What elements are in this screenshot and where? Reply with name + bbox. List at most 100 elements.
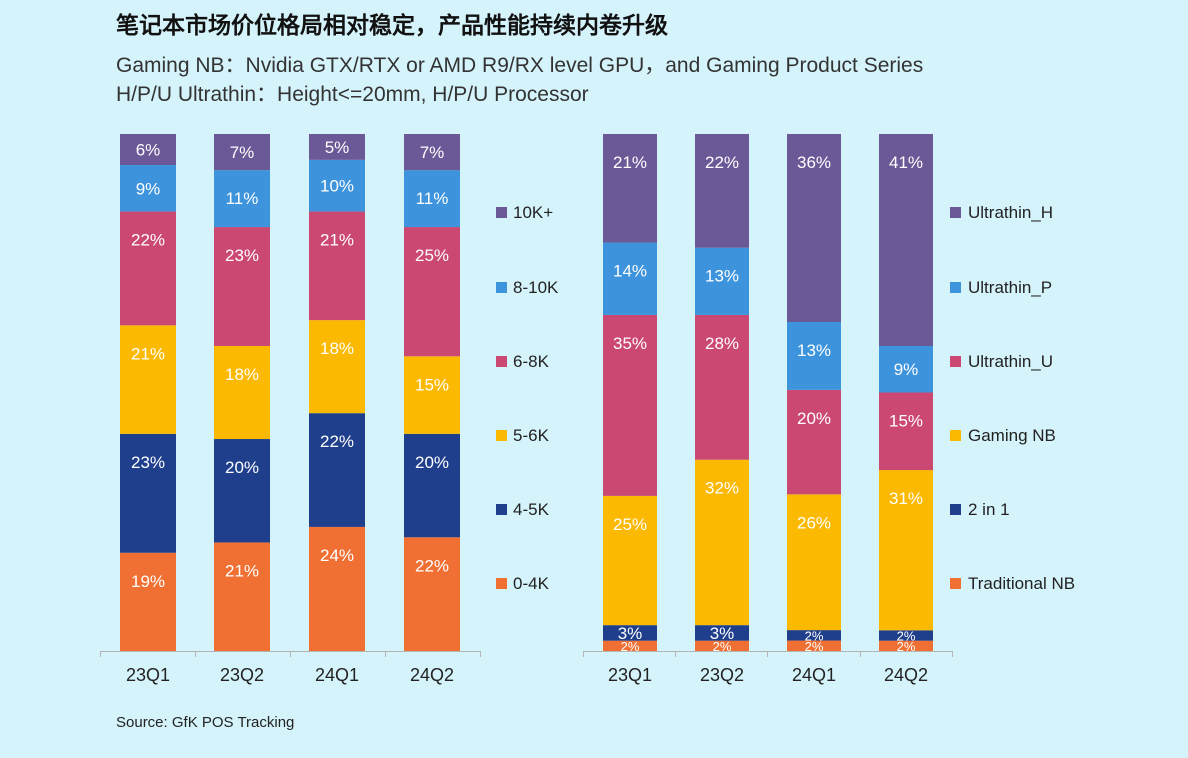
left-bar-23Q1-0-4k	[120, 552, 176, 651]
left-bar-24Q1-10k+	[309, 134, 365, 160]
right-bar-24Q2-ultrathin_u	[879, 392, 933, 471]
left-x-tick-label: 23Q2	[220, 665, 264, 685]
page-title: 笔记本市场价位格局相对稳定，产品性能持续内卷升级	[116, 13, 668, 39]
left-bar-24Q2-4-5k	[404, 433, 460, 538]
right-data-label: 14%	[613, 262, 647, 281]
right-data-label: 15%	[889, 412, 923, 431]
left-bar-24Q1-0-4k	[309, 526, 365, 651]
right-bar-23Q2-ultrathin_p	[695, 247, 749, 315]
left-legend-swatch	[496, 282, 507, 293]
right-data-label: 36%	[797, 153, 831, 172]
left-bar-24Q1-8-10k	[309, 159, 365, 212]
right-bar-24Q2-ultrathin_p	[879, 345, 933, 393]
right-data-label: 20%	[797, 409, 831, 428]
right-bar-24Q1-gaming-nb	[787, 494, 841, 631]
left-bar-23Q1-8-10k	[120, 165, 176, 212]
right-data-label: 3%	[710, 624, 735, 643]
right-data-label: 2%	[805, 639, 824, 654]
right-data-label: 41%	[889, 153, 923, 172]
right-bar-23Q1-ultrathin_p	[603, 242, 657, 315]
right-data-label: 28%	[705, 334, 739, 353]
left-legend-swatch	[496, 504, 507, 515]
left-legend-swatch	[496, 430, 507, 441]
left-x-tick-label: 24Q2	[410, 665, 454, 685]
left-bar-23Q1-4-5k	[120, 433, 176, 553]
right-data-label: 26%	[797, 513, 831, 532]
right-x-tick-label: 24Q2	[884, 665, 928, 685]
left-data-label: 21%	[320, 231, 354, 250]
left-bar-24Q2-6-8k	[404, 227, 460, 357]
right-bar-23Q2-gaming-nb	[695, 459, 749, 626]
left-data-label: 22%	[131, 231, 165, 250]
right-bar-24Q2-2-in-1	[879, 630, 933, 641]
right-data-label: 32%	[705, 479, 739, 498]
left-data-label: 22%	[320, 432, 354, 451]
subtitle-ultrathin-definition: H/P/U Ultrathin：Height<=20mm, H/P/U Proc…	[116, 83, 589, 106]
left-bar-24Q2-8-10k	[404, 170, 460, 228]
right-legend-label: Ultrathin_H	[968, 203, 1053, 222]
left-bar-24Q1-6-8k	[309, 211, 365, 321]
left-data-label: 24%	[320, 546, 354, 565]
right-x-tick-label: 24Q1	[792, 665, 836, 685]
left-data-label: 11%	[226, 189, 259, 208]
right-data-label: 2%	[805, 628, 824, 643]
left-legend-label: 4-5K	[513, 500, 550, 519]
right-legend-swatch	[950, 282, 961, 293]
left-bar-23Q1-5-6k	[120, 325, 176, 434]
left-bar-23Q2-6-8k	[214, 227, 270, 346]
right-data-label: 13%	[705, 267, 739, 286]
left-data-label: 20%	[225, 458, 259, 477]
left-bar-23Q1-10k+	[120, 134, 176, 166]
right-bar-24Q2-ultrathin_h	[879, 134, 933, 346]
left-legend-label: 10K+	[513, 203, 553, 222]
right-bar-24Q1-traditional-nb	[787, 640, 841, 651]
right-data-label: 2%	[621, 639, 640, 654]
left-legend-label: 5-6K	[513, 426, 550, 445]
left-legend-swatch	[496, 356, 507, 367]
left-bar-24Q2-5-6k	[404, 356, 460, 434]
right-bar-23Q1-2-in-1	[603, 625, 657, 641]
left-legend-swatch	[496, 207, 507, 218]
left-data-label: 9%	[136, 179, 161, 198]
right-data-label: 2%	[897, 639, 916, 654]
left-x-tick-label: 23Q1	[126, 665, 170, 685]
left-data-label: 23%	[131, 453, 165, 472]
left-data-label: 11%	[416, 189, 449, 208]
left-bar-24Q2-10k+	[404, 134, 460, 171]
right-bar-23Q1-ultrathin_h	[603, 134, 657, 243]
right-x-tick-label: 23Q1	[608, 665, 652, 685]
left-legend-swatch	[496, 578, 507, 589]
left-data-label: 18%	[225, 365, 259, 384]
left-legend-label: 8-10K	[513, 278, 559, 297]
right-legend-label: Ultrathin_U	[968, 352, 1053, 371]
left-bar-23Q2-10k+	[214, 134, 270, 171]
right-bar-24Q1-ultrathin_u	[787, 389, 841, 495]
right-legend-swatch	[950, 504, 961, 515]
right-bar-23Q1-traditional-nb	[603, 640, 657, 651]
right-bar-23Q1-gaming-nb	[603, 495, 657, 626]
right-x-tick-label: 23Q2	[700, 665, 744, 685]
left-data-label: 21%	[131, 344, 165, 363]
left-data-label: 5%	[325, 138, 350, 157]
right-bar-24Q1-ultrathin_p	[787, 322, 841, 390]
right-bar-24Q1-ultrathin_h	[787, 134, 841, 322]
source-note: Source: GfK POS Tracking	[116, 714, 295, 731]
right-bar-23Q2-ultrathin_h	[695, 134, 749, 248]
right-legend-swatch	[950, 430, 961, 441]
left-data-label: 10%	[320, 177, 354, 196]
left-bar-23Q2-8-10k	[214, 170, 270, 228]
right-data-label: 35%	[613, 334, 647, 353]
left-data-label: 6%	[136, 141, 161, 160]
left-legend-label: 6-8K	[513, 352, 550, 371]
subtitle-gaming-definition: Gaming NB：Nvidia GTX/RTX or AMD R9/RX le…	[116, 54, 924, 77]
right-legend-swatch	[950, 356, 961, 367]
left-data-label: 18%	[320, 339, 354, 358]
right-legend-label: 2 in 1	[968, 500, 1010, 519]
right-bar-23Q2-traditional-nb	[695, 640, 749, 651]
right-legend-swatch	[950, 578, 961, 589]
right-bar-23Q2-ultrathin_u	[695, 314, 749, 460]
left-data-label: 22%	[415, 556, 449, 575]
left-legend-label: 0-4K	[513, 574, 550, 593]
right-bar-23Q1-ultrathin_u	[603, 314, 657, 496]
